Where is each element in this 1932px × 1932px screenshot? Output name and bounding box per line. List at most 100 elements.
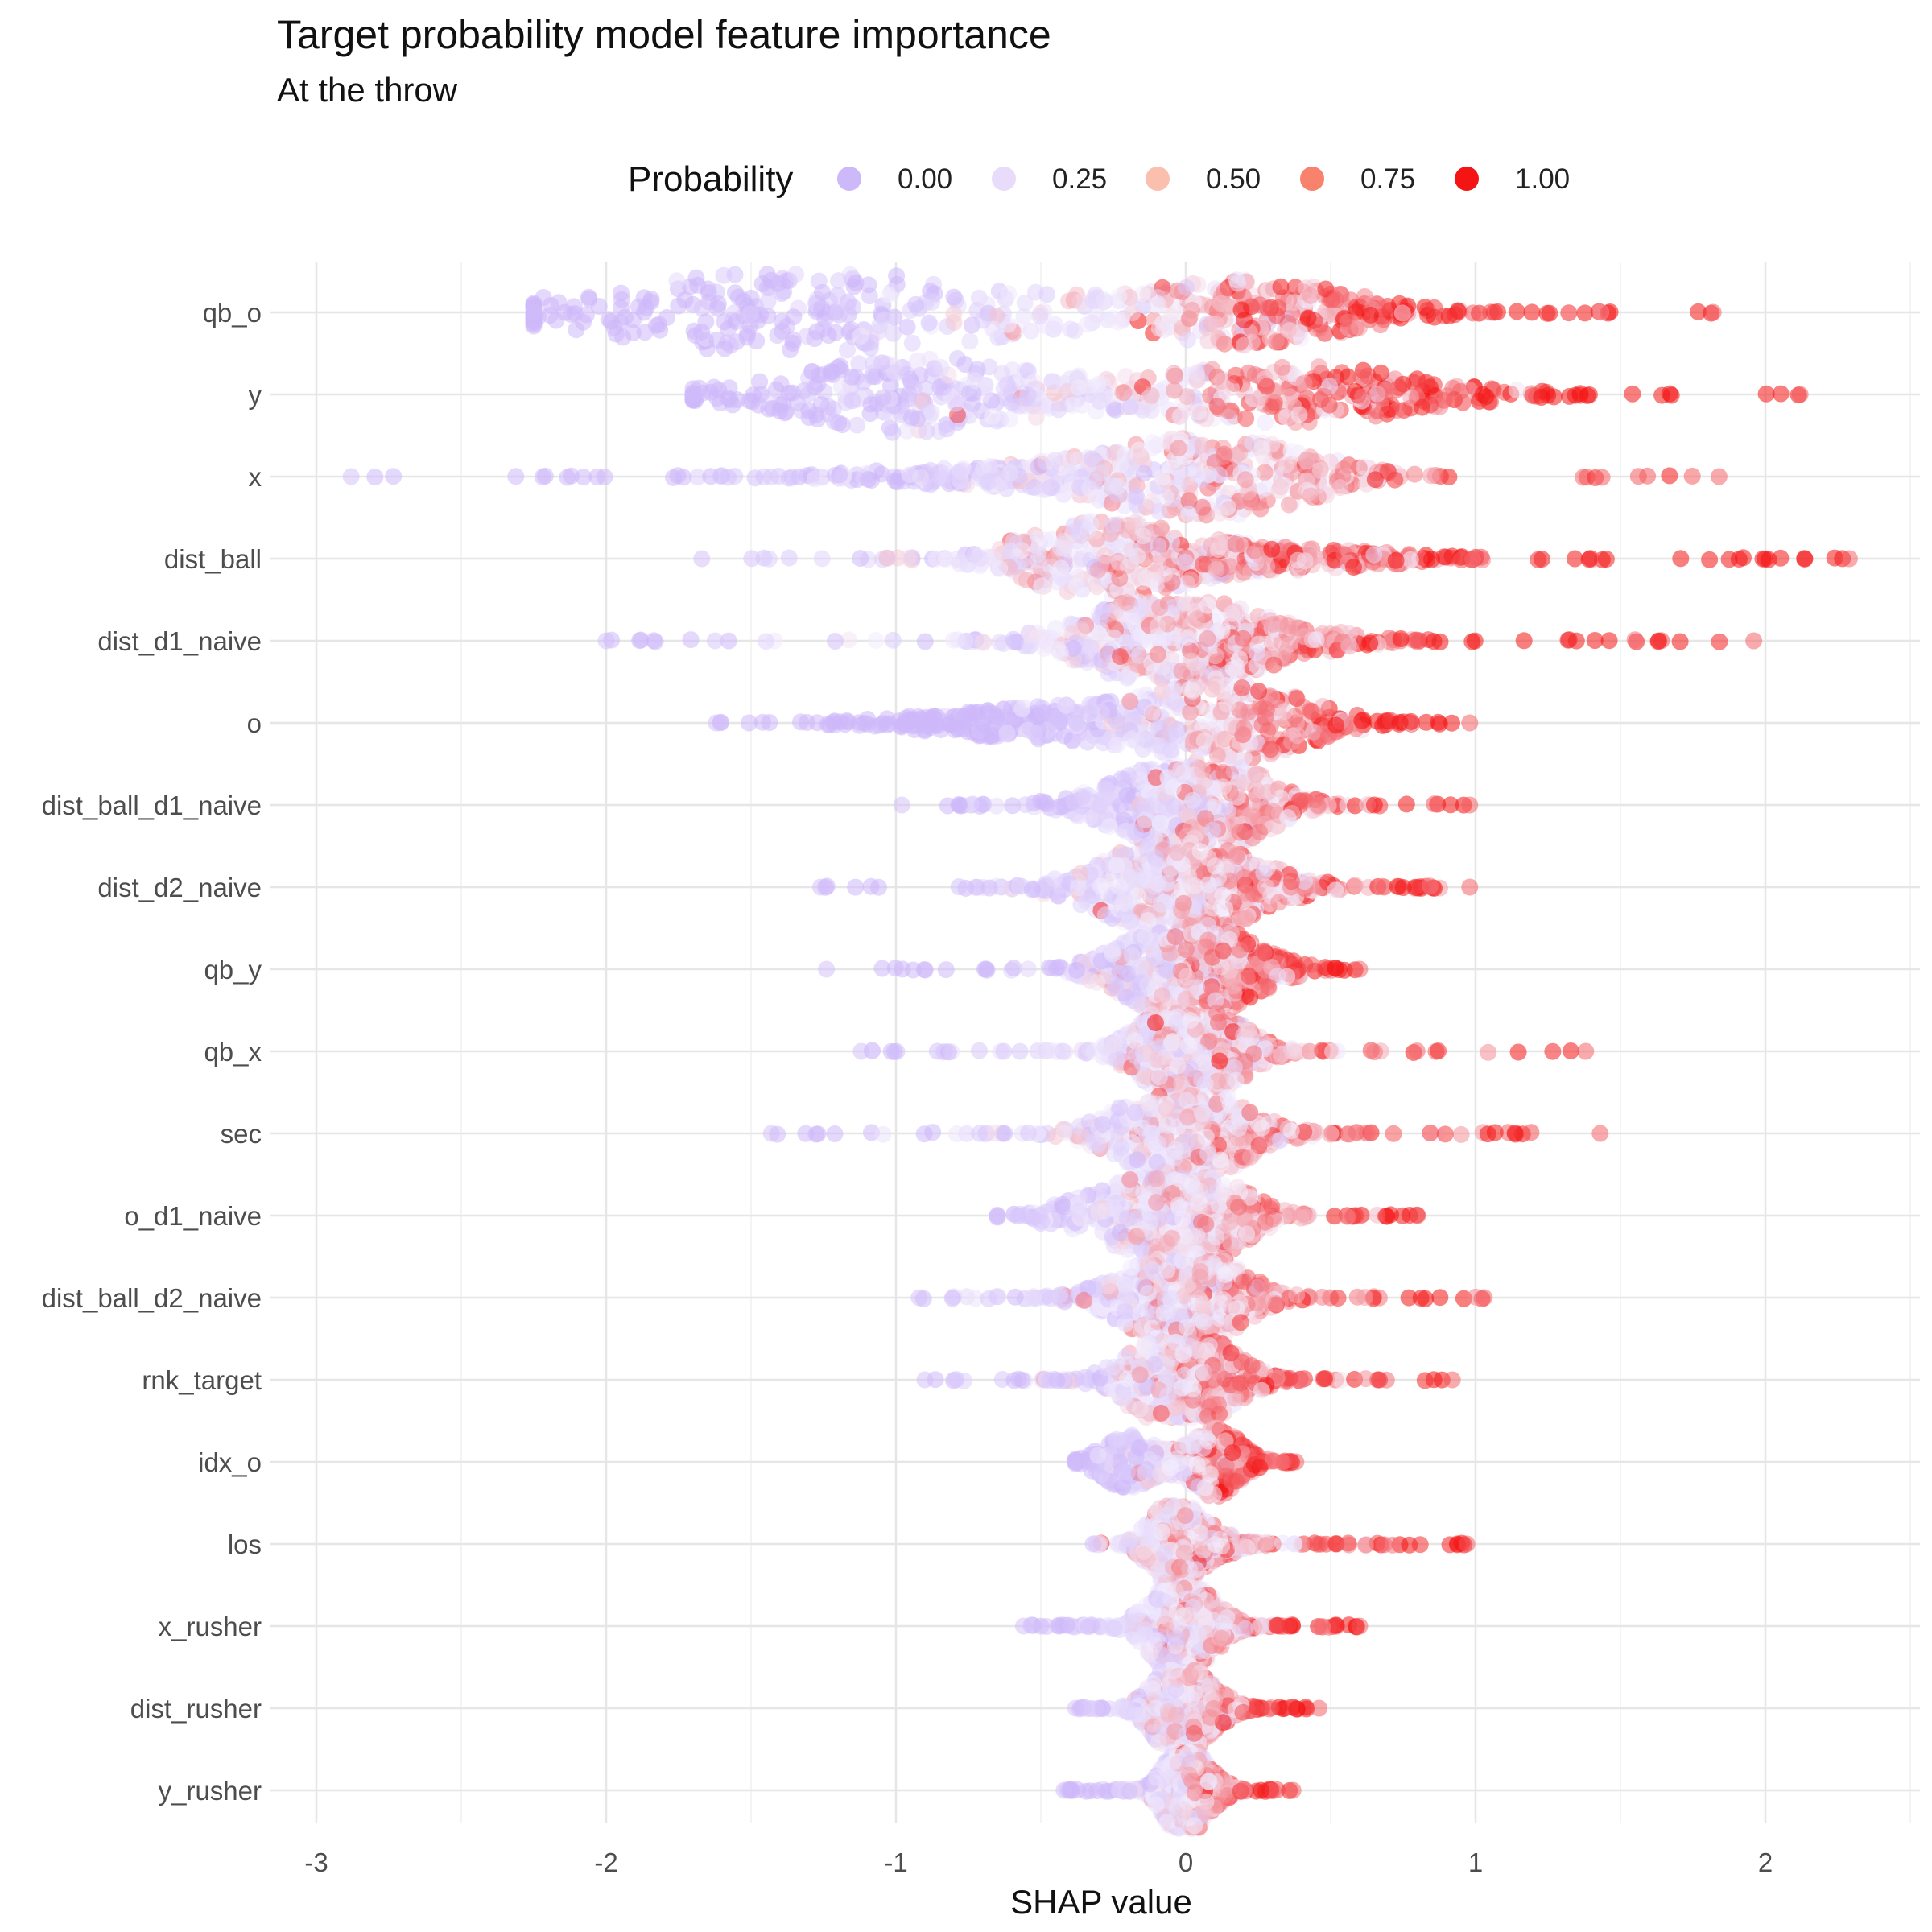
shap-point bbox=[988, 394, 1005, 412]
shap-point bbox=[1265, 397, 1282, 415]
shap-point bbox=[1199, 332, 1217, 350]
shap-point bbox=[760, 550, 778, 568]
shap-point bbox=[880, 287, 898, 303]
shap-point bbox=[1661, 467, 1678, 485]
shap-point bbox=[1270, 557, 1287, 575]
shap-point bbox=[895, 715, 913, 733]
shap-point bbox=[1046, 374, 1063, 391]
shap-point bbox=[1213, 731, 1231, 748]
legend-title: Probability bbox=[628, 159, 793, 199]
shap-point bbox=[1017, 796, 1034, 814]
shap-point bbox=[867, 631, 885, 649]
shap-point bbox=[1228, 845, 1246, 863]
legend-label: 0.50 bbox=[1206, 163, 1261, 195]
shap-point bbox=[1214, 763, 1232, 781]
shap-point bbox=[1223, 605, 1241, 622]
shap-point bbox=[1161, 944, 1179, 962]
shap-point bbox=[1256, 464, 1274, 481]
shap-point bbox=[1203, 361, 1221, 378]
shap-point bbox=[1152, 519, 1170, 537]
shap-point bbox=[813, 299, 831, 317]
shap-point bbox=[1031, 308, 1049, 325]
shap-point bbox=[1653, 386, 1671, 404]
shap-point bbox=[1289, 727, 1307, 744]
shap-point bbox=[709, 295, 727, 312]
shap-point bbox=[1296, 552, 1314, 570]
shap-point bbox=[1453, 551, 1470, 568]
shap-point bbox=[876, 311, 894, 328]
shap-point bbox=[898, 318, 916, 336]
shap-point bbox=[1121, 398, 1139, 415]
shap-point bbox=[818, 960, 836, 978]
shap-point bbox=[1105, 629, 1123, 646]
shap-point bbox=[1072, 621, 1090, 639]
shap-point bbox=[918, 423, 935, 440]
shap-point bbox=[1247, 766, 1265, 783]
shap-point bbox=[1117, 593, 1135, 611]
shap-point bbox=[1126, 824, 1144, 841]
shap-point bbox=[1227, 535, 1245, 553]
shap-point bbox=[1421, 877, 1439, 895]
shap-point bbox=[1757, 385, 1775, 402]
shap-point bbox=[1019, 960, 1037, 978]
chart-subtitle: At the throw bbox=[277, 71, 458, 109]
shap-point bbox=[1026, 283, 1044, 301]
shap-point bbox=[909, 410, 927, 427]
shap-point bbox=[1110, 287, 1128, 305]
shap-point bbox=[993, 365, 1011, 382]
shap-point bbox=[844, 392, 861, 410]
shap-point bbox=[782, 341, 799, 358]
shap-point bbox=[1176, 553, 1194, 571]
shap-point bbox=[1060, 292, 1078, 310]
shap-point bbox=[831, 466, 848, 484]
shap-point bbox=[631, 632, 649, 650]
shap-point bbox=[1173, 902, 1191, 919]
shap-point bbox=[1114, 894, 1132, 911]
legend-key bbox=[1146, 167, 1170, 191]
shap-point bbox=[1250, 682, 1267, 700]
shap-point bbox=[1121, 693, 1139, 710]
shap-point bbox=[1098, 781, 1116, 799]
shap-point bbox=[1213, 619, 1231, 636]
shap-point bbox=[1597, 551, 1615, 568]
shap-point bbox=[1071, 535, 1088, 553]
shap-point bbox=[1183, 652, 1199, 670]
shap-point bbox=[1391, 713, 1409, 731]
shap-point bbox=[1041, 959, 1058, 976]
shap-point bbox=[1129, 995, 1147, 1013]
shap-point bbox=[1183, 301, 1201, 319]
shap-point bbox=[1257, 878, 1274, 896]
shap-point bbox=[1144, 434, 1162, 451]
shap-point bbox=[1279, 808, 1297, 826]
shap-point bbox=[1208, 316, 1225, 333]
shap-point bbox=[1450, 303, 1468, 320]
shap-point bbox=[916, 633, 934, 650]
shap-point bbox=[1142, 386, 1160, 404]
shap-point bbox=[1299, 309, 1317, 327]
shap-point bbox=[1576, 304, 1594, 322]
shap-point bbox=[974, 634, 992, 651]
shap-point bbox=[1426, 299, 1443, 316]
shap-point bbox=[1055, 485, 1073, 502]
shap-point bbox=[1711, 633, 1728, 650]
shap-point bbox=[1240, 967, 1257, 985]
shap-point bbox=[845, 278, 863, 295]
shap-point bbox=[1353, 712, 1371, 729]
shap-point bbox=[693, 550, 711, 568]
shap-point bbox=[1422, 467, 1439, 485]
shap-point bbox=[780, 549, 798, 567]
shap-point bbox=[1331, 479, 1349, 497]
shap-point bbox=[1001, 411, 1019, 428]
shap-point bbox=[743, 550, 761, 568]
shap-point bbox=[873, 960, 891, 977]
shap-point bbox=[1248, 644, 1265, 662]
chart-title: Target probability model feature importa… bbox=[277, 12, 1051, 57]
shap-point bbox=[624, 324, 642, 341]
shap-point bbox=[1154, 469, 1171, 486]
shap-point bbox=[904, 961, 922, 979]
shap-point bbox=[1406, 465, 1423, 483]
shap-point bbox=[814, 283, 831, 301]
shap-point bbox=[1351, 319, 1368, 336]
shap-point bbox=[787, 266, 804, 283]
shap-point bbox=[1005, 532, 1022, 550]
